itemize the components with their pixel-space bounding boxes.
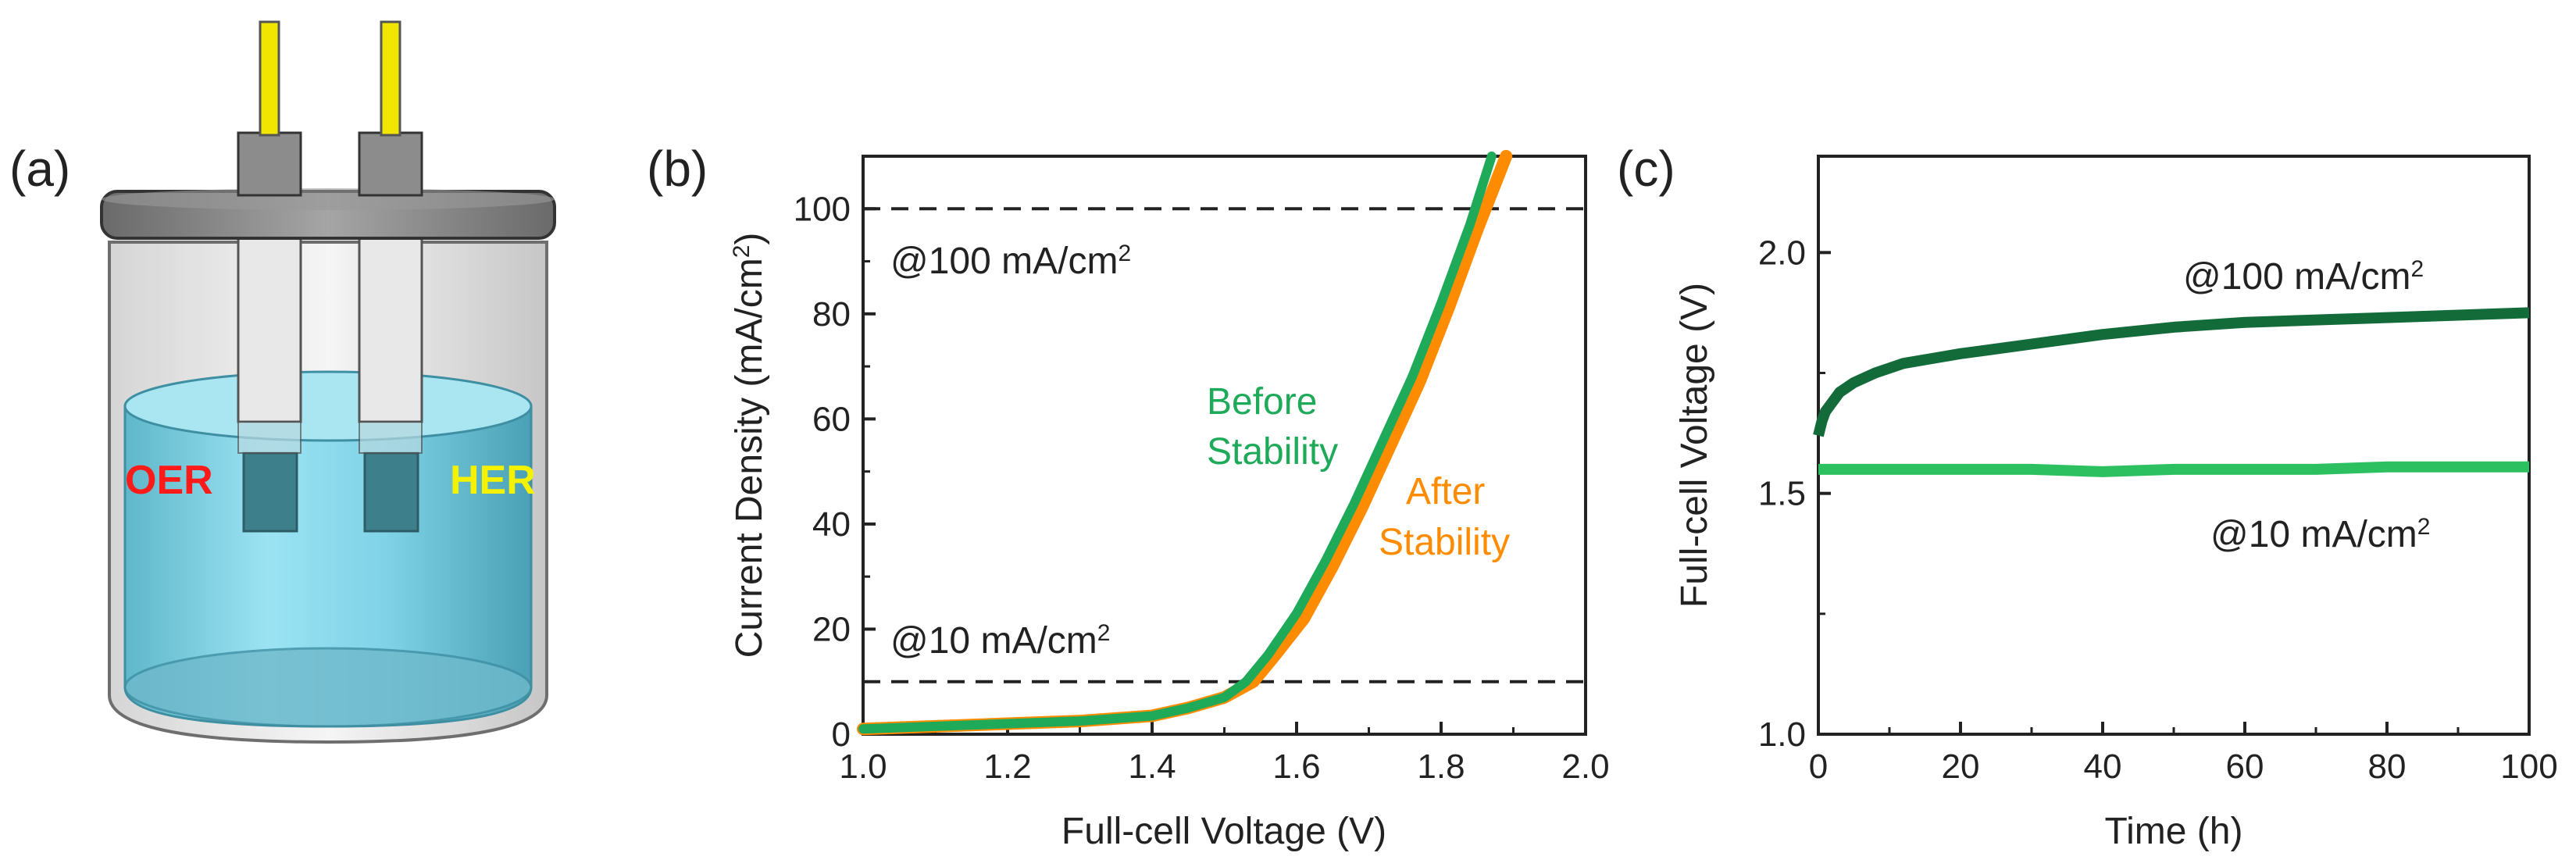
chart-b-ytick-label: 100 xyxy=(794,190,851,228)
her-wire xyxy=(380,20,401,137)
chart-b-xtick-label: 1.0 xyxy=(839,747,887,786)
her-electrode xyxy=(363,451,419,533)
legend-after-line2: Stability xyxy=(1379,522,1510,563)
chart-b-xlabel: Full-cell Voltage (V) xyxy=(1061,811,1386,852)
ref-label-100: @100 mA/cm2 xyxy=(890,241,1131,283)
chart-b-xtick-label: 1.6 xyxy=(1272,747,1320,786)
chart-b-ytick-label: 20 xyxy=(812,610,851,648)
panel-c-chart: (c) 0 20 40 60 80 100 1.0 1.5 2.0 @100 mA/cm2 @1… xyxy=(1617,141,2558,852)
chart-c-frame xyxy=(1817,155,2531,736)
legend-before-line2: Stability xyxy=(1207,431,1338,473)
panel-label-a: (a) xyxy=(9,141,70,197)
chart-c-ylabel: Full-cell Voltage (V) xyxy=(1674,283,1715,608)
chart-b-series-before xyxy=(858,152,1497,734)
legend-before-line1: Before xyxy=(1207,381,1317,423)
chart-b-ytick-label: 60 xyxy=(812,400,851,438)
chart-c-xtick-label: 80 xyxy=(2368,747,2407,786)
chart-c-ytick-label: 1.5 xyxy=(1758,475,1806,513)
liquid-surface xyxy=(123,370,533,442)
panel-label-b: (b) xyxy=(647,141,708,197)
oer-label: OER xyxy=(125,458,213,503)
chart-c-series-100 xyxy=(1813,307,2530,437)
chart-c-xtick-label: 0 xyxy=(1809,747,1828,786)
her-feedthrough xyxy=(358,131,423,197)
ref-label-10: @10 mA/cm2 xyxy=(890,620,1110,662)
chart-c-series-10 xyxy=(1818,461,2529,477)
series-label-100: @100 mA/cm2 xyxy=(2183,256,2424,298)
chart-c-ytick-label: 1.0 xyxy=(1758,715,1806,754)
chart-b-ylabel: Current Density (mA/cm2) xyxy=(729,233,771,658)
chart-c-xtick-label: 60 xyxy=(2226,747,2264,786)
chart-b-ytick-label: 0 xyxy=(832,715,851,754)
oer-wire xyxy=(259,20,280,137)
legend-after-line1: After xyxy=(1406,471,1485,512)
series-label-10: @10 mA/cm2 xyxy=(2210,514,2430,556)
panel-b-chart: (b) 1.0 1.2 1.4 1.6 1.8 2.0 0 20 40 60 80 100 @100 … xyxy=(647,141,1610,852)
chart-b-ytick-label: 80 xyxy=(812,295,851,334)
oer-electrode xyxy=(242,451,298,533)
chart-b-xtick-label: 2.0 xyxy=(1561,747,1609,786)
beaker-bottom xyxy=(123,647,533,728)
chart-c-ytick-label: 2.0 xyxy=(1758,234,1806,272)
chart-b-xtick-label: 1.8 xyxy=(1417,747,1465,786)
oer-feedthrough xyxy=(237,131,302,197)
her-label: HER xyxy=(450,458,536,503)
chart-c-xtick-label: 20 xyxy=(1942,747,1980,786)
chart-c-xtick-label: 40 xyxy=(2084,747,2122,786)
panel-a-schematic: (a) OER HER xyxy=(9,20,556,744)
chart-b-xtick-label: 1.2 xyxy=(983,747,1031,786)
chart-b-xtick-label: 1.4 xyxy=(1128,747,1176,786)
chart-c-xtick-label: 100 xyxy=(2500,747,2557,786)
chart-b-ytick-label: 40 xyxy=(812,505,851,544)
panel-label-c: (c) xyxy=(1617,141,1675,197)
chart-c-xlabel: Time (h) xyxy=(2105,811,2243,852)
